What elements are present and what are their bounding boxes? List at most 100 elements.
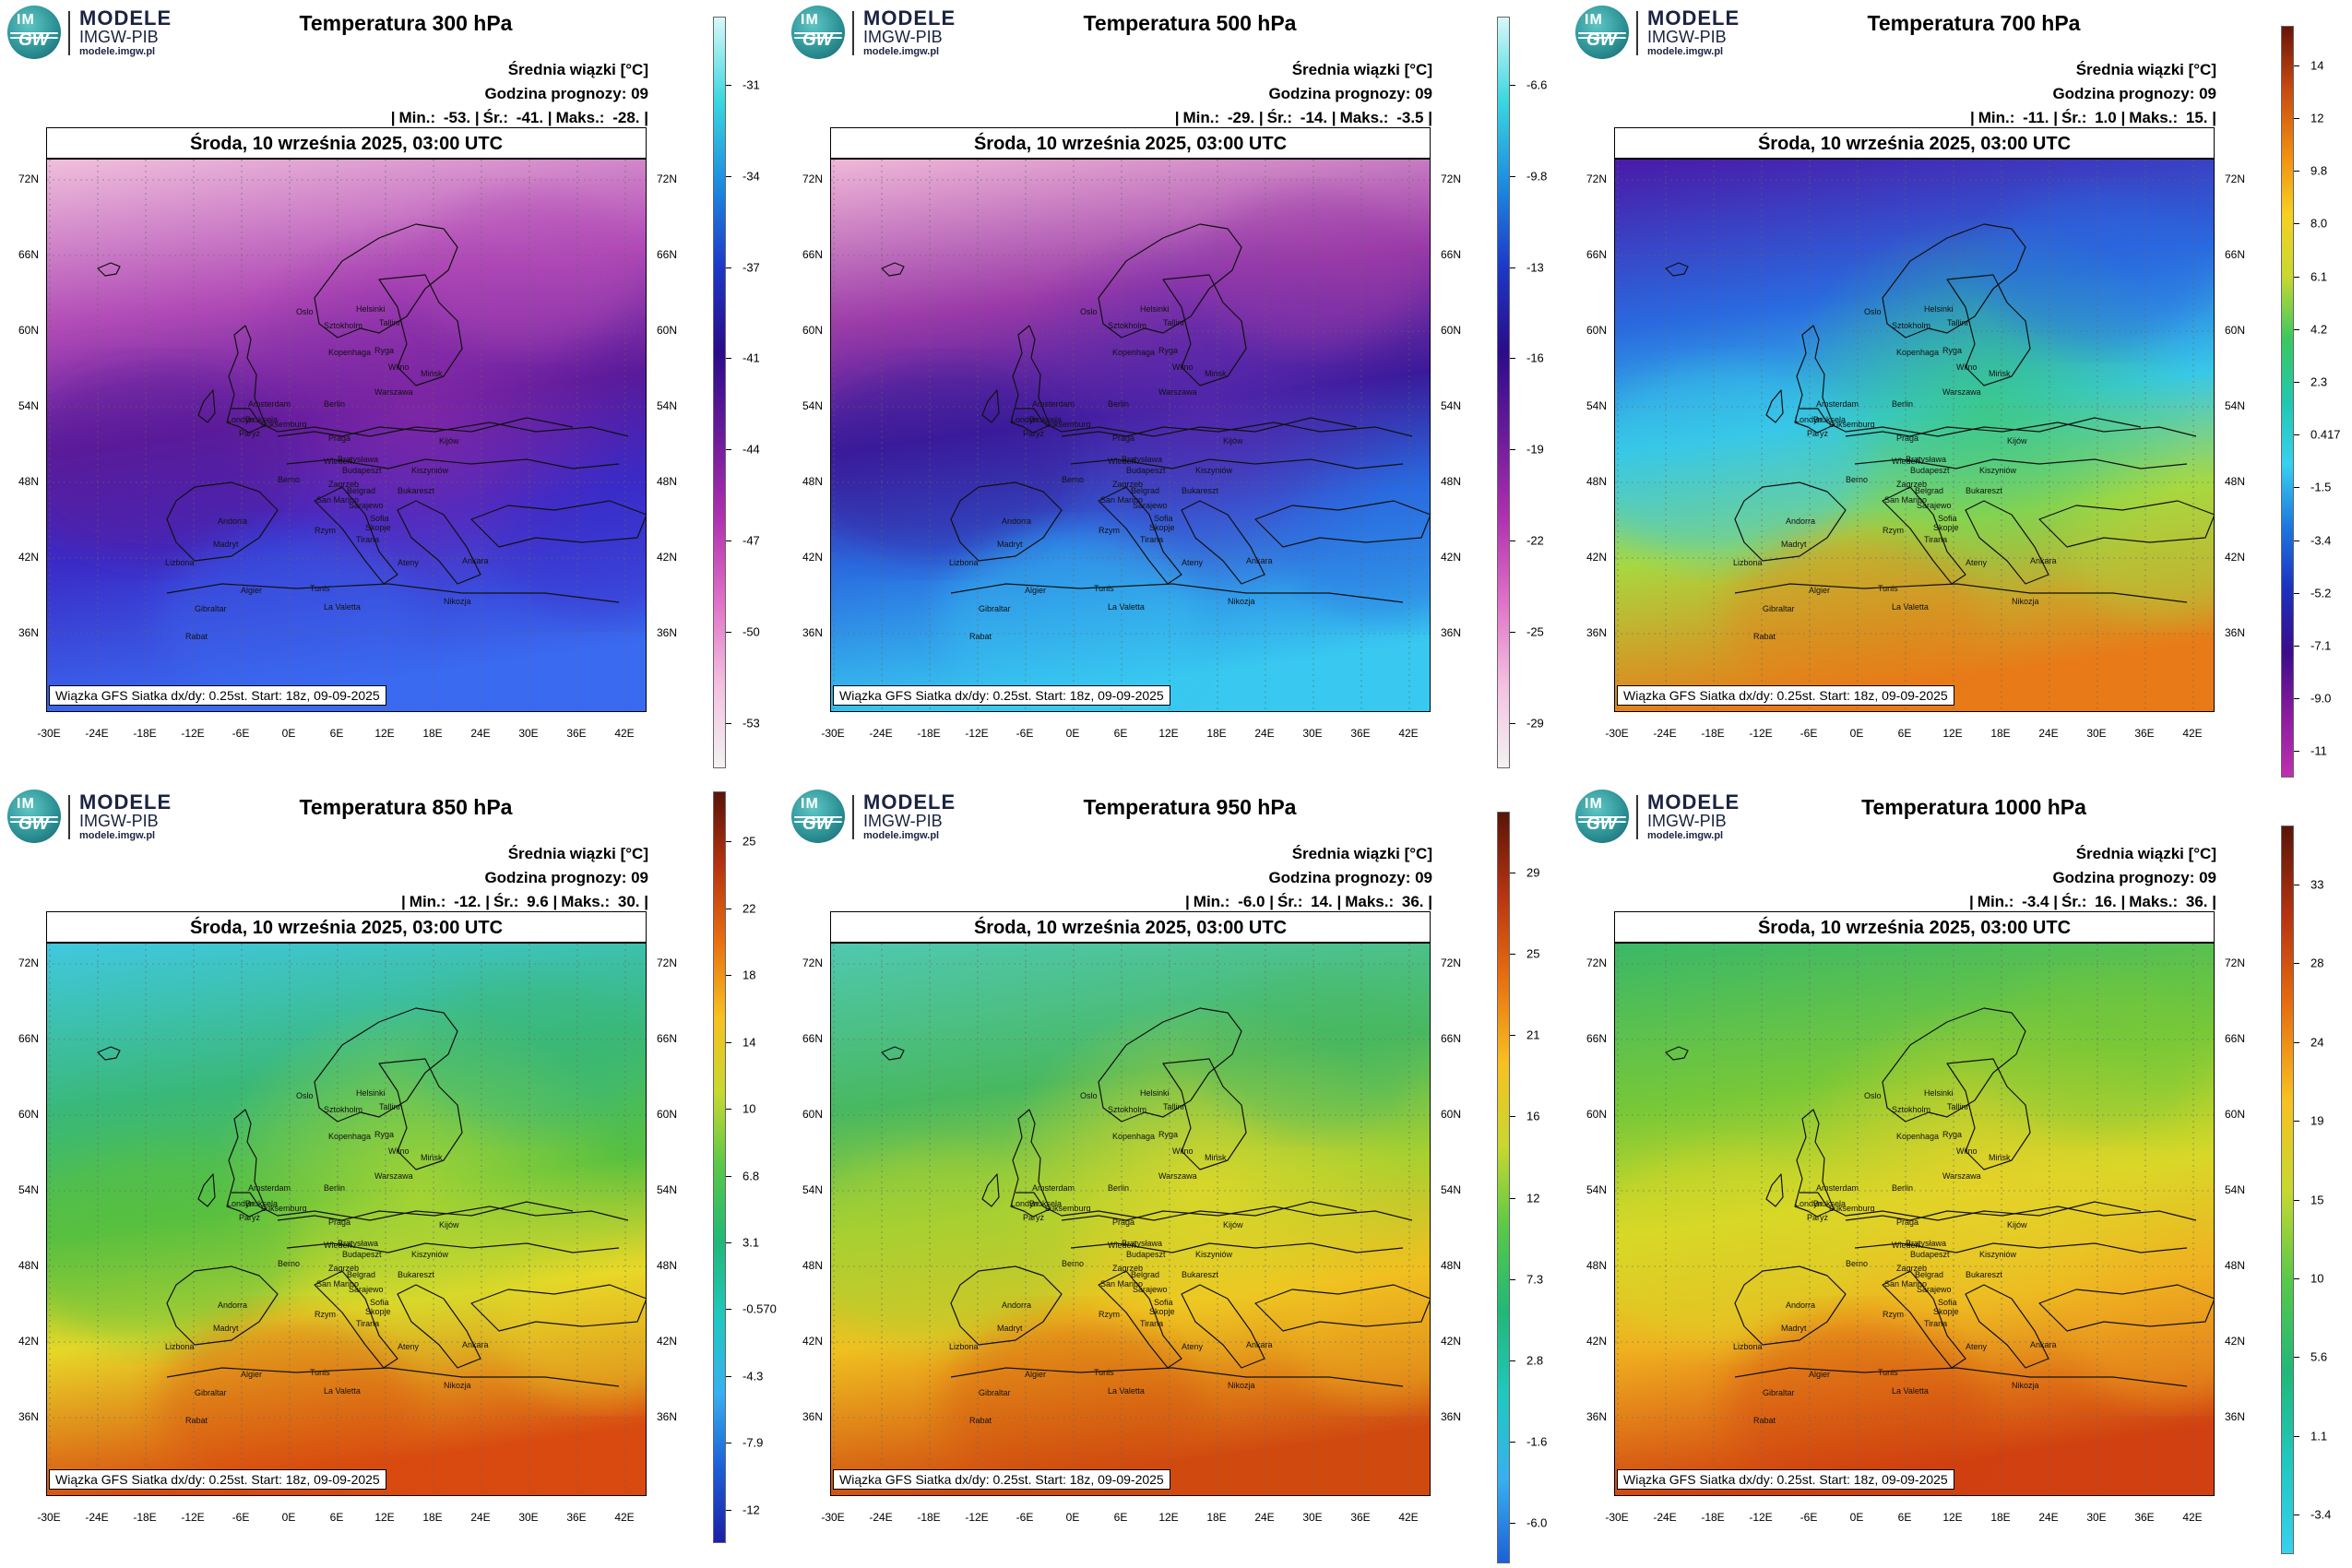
city-label: Skopje bbox=[365, 1307, 391, 1316]
city-label: Bruksela bbox=[245, 1199, 278, 1208]
colorbar-tick-mark bbox=[2294, 1041, 2299, 1043]
coastline-border bbox=[1845, 422, 2197, 437]
coastline-border bbox=[277, 422, 629, 437]
longitude-label: 42E bbox=[1398, 727, 1419, 740]
city-label: Wilno bbox=[388, 362, 410, 372]
city-label: Londyn bbox=[1011, 1199, 1039, 1208]
city-label: Bratysława bbox=[1906, 1239, 1946, 1248]
latitude-label-right: 36N bbox=[2225, 1410, 2246, 1423]
temperature-blob bbox=[1615, 367, 1864, 561]
header-forecast-hour: Godzina prognozy: 09 bbox=[2052, 85, 2216, 102]
city-label: Amsterdam bbox=[248, 399, 291, 409]
temperature-blob bbox=[1984, 977, 2205, 1132]
logo-subtitle: IMGW-PIB bbox=[79, 28, 159, 46]
latitude-label-left: 54N bbox=[802, 1183, 824, 1196]
longitude-label: -6E bbox=[1800, 1511, 1818, 1524]
city-label: San Marino bbox=[1100, 1279, 1143, 1289]
city-label: Tallinn bbox=[1163, 1102, 1187, 1111]
city-label: Tunis bbox=[1878, 1368, 1898, 1377]
temperature-blob bbox=[1283, 476, 1430, 618]
latitude-label-right: 66N bbox=[657, 1032, 678, 1045]
model-info-footer: Wiązka GFS Siatka dx/dy: 0.25st. Start: … bbox=[49, 1469, 386, 1490]
stat-avg: 14. bbox=[1311, 893, 1333, 910]
longitude-label: -6E bbox=[1016, 1511, 1034, 1524]
longitude-label: -18E bbox=[1701, 727, 1725, 740]
panel-title: Temperatura 1000 hPa bbox=[1861, 795, 2086, 819]
longitude-label: 24E bbox=[470, 1511, 491, 1524]
colorbar-tick-label: -6.0 bbox=[1526, 1515, 1548, 1530]
colorbar-tick-label: -12 bbox=[742, 1503, 760, 1517]
longitude-label: 30E bbox=[2086, 727, 2107, 740]
model-info-footer: Wiązka GFS Siatka dx/dy: 0.25st. Start: … bbox=[49, 685, 386, 706]
latitude-label-left: 48N bbox=[1586, 475, 1608, 488]
stat-avg: 1.0 bbox=[2095, 109, 2117, 126]
colorbar-tick-label: -29 bbox=[1526, 716, 1544, 731]
latitude-label-right: 60N bbox=[657, 324, 678, 337]
latitude-label-left: 42N bbox=[1586, 1335, 1608, 1348]
latitude-label-left: 66N bbox=[1586, 248, 1608, 261]
stats-line: | Min.: -11. | Śr.: 1.0 | Maks.: 15. | bbox=[1969, 109, 2216, 126]
coastline-border bbox=[950, 583, 1404, 603]
latitude-label-left: 60N bbox=[1586, 1108, 1608, 1121]
city-label: Rabat bbox=[185, 632, 208, 641]
colorbar-tick-mark bbox=[1510, 1522, 1515, 1524]
coastline-border bbox=[226, 325, 267, 434]
longitude-label: -12E bbox=[181, 727, 205, 740]
city-label: Budapeszt bbox=[342, 1250, 382, 1259]
logo-url: modele.imgw.pl bbox=[1647, 46, 1724, 57]
latitude-label-right: 60N bbox=[1441, 1108, 1462, 1121]
city-label: Madryt bbox=[213, 540, 239, 549]
latitude-label-right: 36N bbox=[2225, 626, 2246, 639]
longitude-label: -30E bbox=[1605, 727, 1629, 740]
latitude-label-right: 60N bbox=[2225, 324, 2246, 337]
city-label: La Valetta bbox=[324, 602, 361, 612]
coastline-border bbox=[97, 262, 121, 277]
longitude-label: 12E bbox=[1158, 1511, 1179, 1524]
coastline-border bbox=[1070, 1242, 1404, 1253]
longitude-label: 12E bbox=[374, 727, 395, 740]
city-label: La Valetta bbox=[1892, 602, 1929, 612]
latitude-label-right: 48N bbox=[657, 1259, 678, 1272]
city-label: Tallinn bbox=[379, 1102, 403, 1111]
longitude-label: -24E bbox=[869, 1511, 893, 1524]
colorbar-tick-label: -50 bbox=[742, 624, 760, 639]
city-label: Lizbona bbox=[1733, 558, 1763, 567]
coastline-border bbox=[1882, 223, 2026, 339]
colorbar-tick-mark bbox=[2294, 1357, 2299, 1359]
longitude-label: -30E bbox=[821, 727, 845, 740]
longitude-label: -12E bbox=[1749, 1511, 1773, 1524]
city-label: Algier bbox=[241, 586, 262, 595]
colorbar-tick-label: 21 bbox=[1526, 1028, 1540, 1042]
temperature-map: Oslo Sztokholm Helsinki Tallinn Ryga Kopenhag… bbox=[46, 159, 647, 712]
city-label: Bruksela bbox=[1029, 415, 1062, 424]
colorbar-tick-mark bbox=[2294, 434, 2299, 436]
logo-title: MODELE bbox=[1647, 790, 1740, 814]
city-label: Helsinki bbox=[1924, 304, 1954, 314]
latitude-label-right: 72N bbox=[1441, 956, 1462, 969]
city-label: Bratysława bbox=[1906, 455, 1946, 464]
colorbar-tick-label: 2.8 bbox=[1526, 1353, 1544, 1368]
coastline-border bbox=[1794, 325, 1835, 434]
city-label: Kiszyniów bbox=[1979, 466, 2017, 475]
header-unit-line: Średnia wiązki [°C] bbox=[507, 61, 648, 78]
city-label: La Valetta bbox=[1892, 1386, 1929, 1396]
city-label: Madryt bbox=[1781, 540, 1807, 549]
latitude-label-right: 48N bbox=[657, 475, 678, 488]
city-label: Rabat bbox=[969, 1416, 992, 1425]
longitude-label: 12E bbox=[374, 1511, 395, 1524]
city-label: Mińsk bbox=[1989, 369, 2011, 378]
temperature-blob bbox=[416, 193, 637, 348]
city-label: Nikozja bbox=[2012, 1381, 2039, 1390]
city-label: La Valetta bbox=[1108, 602, 1145, 612]
city-label: Rzym bbox=[315, 526, 336, 535]
city-label: Gibraltar bbox=[1763, 1388, 1795, 1397]
city-label: Warszawa bbox=[1158, 1171, 1197, 1181]
latitude-label-right: 66N bbox=[2225, 248, 2246, 261]
header-unit-line: Średnia wiązki [°C] bbox=[2075, 61, 2216, 78]
city-label: Bukareszt bbox=[398, 1270, 435, 1279]
coastline-border bbox=[166, 481, 279, 562]
temperature-blob bbox=[1283, 1260, 1430, 1402]
temperature-field: Oslo Sztokholm Helsinki Tallinn RygaKopenhag… bbox=[47, 944, 646, 1495]
forecast-panel-5: IM GW MODELE IMGW-PIB modele.imgw.pl Tem… bbox=[784, 784, 1568, 1568]
colorbar-tick-label: -9.8 bbox=[1526, 169, 1548, 184]
